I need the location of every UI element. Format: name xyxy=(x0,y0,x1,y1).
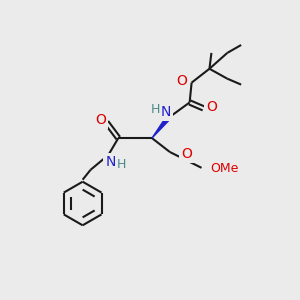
Text: N: N xyxy=(161,105,171,119)
Text: OMe: OMe xyxy=(210,162,239,175)
Text: O: O xyxy=(95,113,106,127)
Text: O: O xyxy=(206,100,217,114)
Text: N: N xyxy=(105,155,116,169)
Text: H: H xyxy=(150,103,160,116)
Text: H: H xyxy=(117,158,126,171)
Text: O: O xyxy=(176,74,187,88)
Polygon shape xyxy=(152,117,169,138)
Text: O: O xyxy=(181,147,192,161)
